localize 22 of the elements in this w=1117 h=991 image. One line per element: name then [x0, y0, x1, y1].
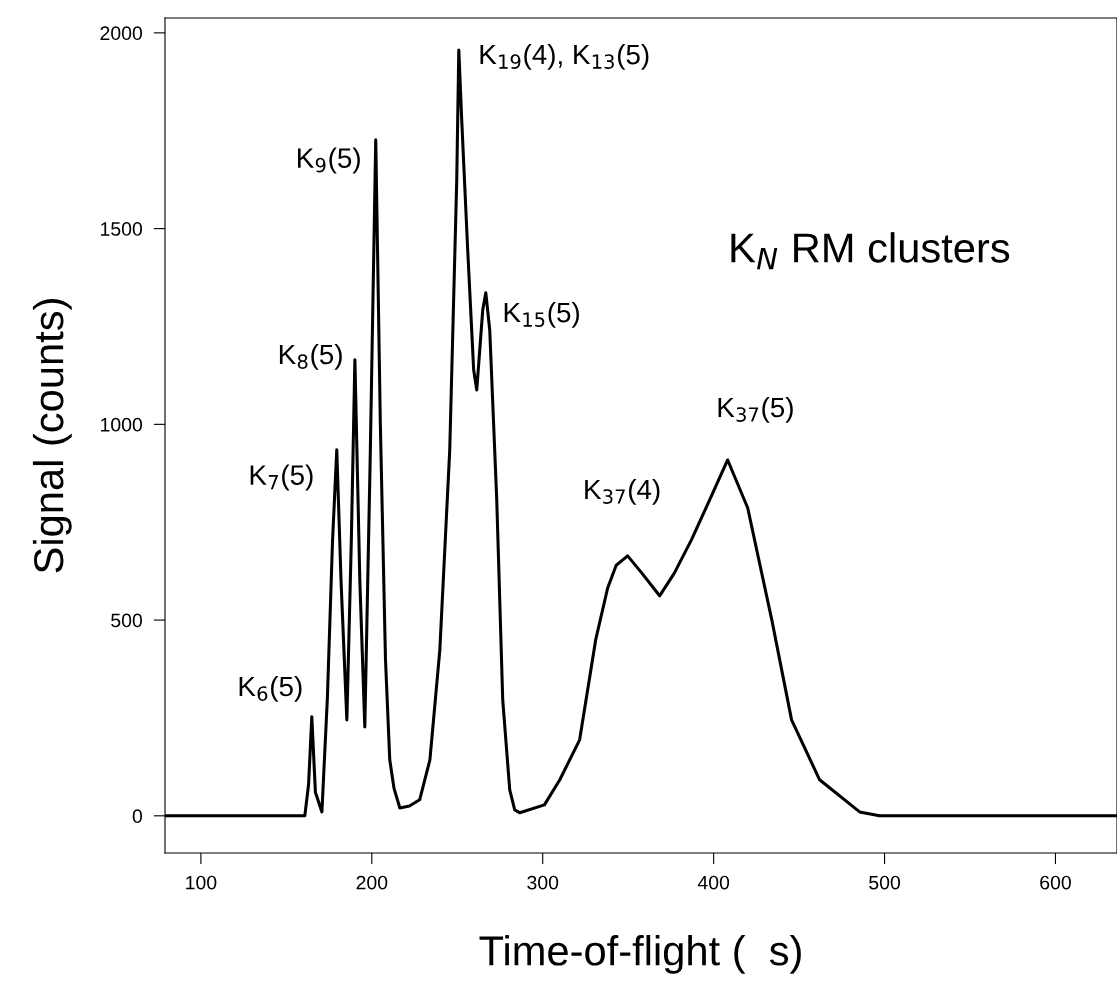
y-tick-label: 1500 — [101, 222, 143, 236]
annotation: K$_{37}$(5) — [718, 396, 793, 423]
annotation: K$_{7}$(5) — [250, 464, 313, 491]
annotation: K$_{6}$(5) — [239, 675, 302, 702]
x-tick-label: 400 — [697, 875, 730, 890]
x-tick-label: 600 — [1040, 875, 1071, 890]
x-tick-label: 500 — [869, 875, 901, 890]
annotation: K$_{15}$(5) — [504, 301, 579, 328]
annotation: K$_{37}$(4) — [585, 478, 660, 505]
y-tick-label: 1000 — [101, 417, 143, 432]
annotation: K$_{8}$(5) — [279, 343, 342, 370]
y-axis-title: Signal (counts) — [32, 299, 72, 573]
x-tick-label: 100 — [186, 875, 217, 890]
x-tick-label: 200 — [356, 875, 388, 890]
y-tick-label: 500 — [111, 613, 143, 628]
x-axis-title: Time-of-flight ( s) — [479, 935, 801, 974]
annotation: K$_{N}$ RM clusters — [731, 232, 1010, 270]
annotation: K$_{9}$(5) — [298, 147, 360, 174]
y-tick-label: 0 — [132, 809, 143, 824]
x-tick-label: 300 — [527, 875, 559, 890]
y-tick-label: 2000 — [100, 26, 143, 41]
annotation: K$_{19}$(4), K$_{13}$(5) — [480, 43, 649, 70]
